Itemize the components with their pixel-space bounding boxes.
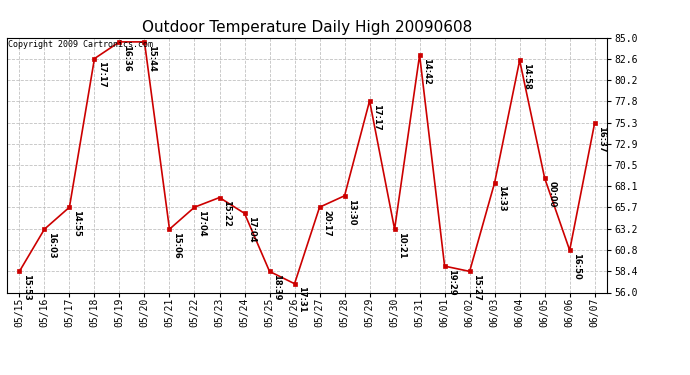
Text: 17:04: 17:04 <box>197 210 206 237</box>
Text: 10:21: 10:21 <box>397 232 406 259</box>
Text: 16:50: 16:50 <box>573 253 582 280</box>
Text: 18:39: 18:39 <box>273 274 282 301</box>
Text: 15:44: 15:44 <box>147 45 156 72</box>
Text: 14:55: 14:55 <box>72 210 81 237</box>
Text: 17:31: 17:31 <box>297 286 306 313</box>
Title: Outdoor Temperature Daily High 20090608: Outdoor Temperature Daily High 20090608 <box>142 20 472 35</box>
Text: 20:17: 20:17 <box>322 210 331 237</box>
Text: 16:37: 16:37 <box>598 126 607 152</box>
Text: 17:17: 17:17 <box>373 104 382 130</box>
Text: 15:06: 15:06 <box>172 232 181 259</box>
Text: 00:00: 00:00 <box>547 181 556 207</box>
Text: 17:04: 17:04 <box>247 216 256 243</box>
Text: 13:30: 13:30 <box>347 198 356 225</box>
Text: 16:36: 16:36 <box>122 45 131 71</box>
Text: 15:22: 15:22 <box>222 200 231 227</box>
Text: 15:27: 15:27 <box>473 274 482 301</box>
Text: 14:42: 14:42 <box>422 58 431 85</box>
Text: 16:03: 16:03 <box>47 232 56 259</box>
Text: 15:53: 15:53 <box>22 274 31 301</box>
Text: 17:17: 17:17 <box>97 62 106 88</box>
Text: 14:33: 14:33 <box>497 185 506 212</box>
Text: 14:58: 14:58 <box>522 63 531 90</box>
Text: Copyright 2009 Cartronics.com: Copyright 2009 Cartronics.com <box>8 40 153 49</box>
Text: 19:29: 19:29 <box>447 269 456 296</box>
